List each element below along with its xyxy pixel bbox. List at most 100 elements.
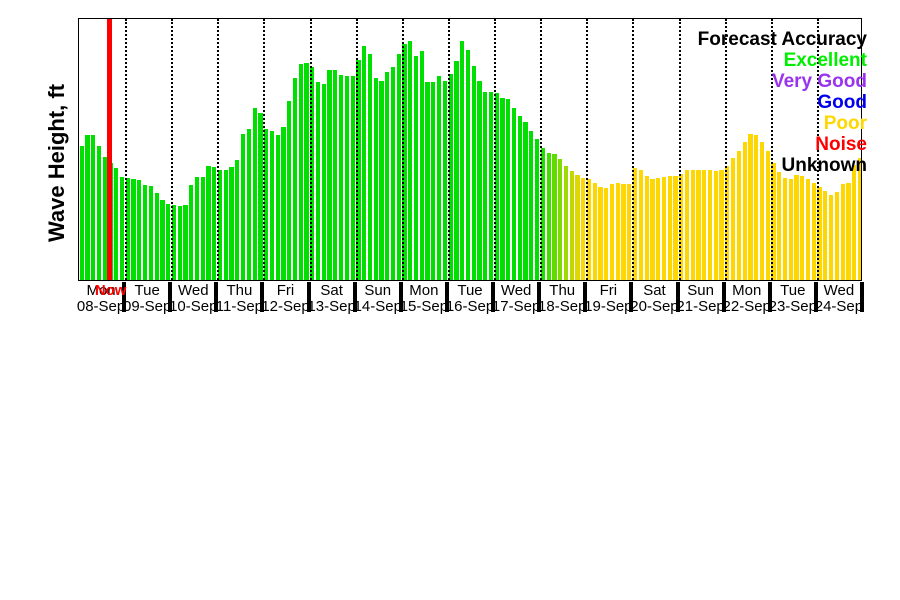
bar [166, 203, 171, 280]
bar [194, 176, 200, 280]
bar [488, 92, 494, 280]
day-gridline [678, 19, 681, 280]
bar [581, 178, 586, 280]
bar [511, 108, 517, 280]
bar [696, 169, 701, 280]
bar [304, 62, 309, 280]
bar [125, 178, 130, 280]
bar [800, 175, 805, 280]
x-tick-mark [214, 282, 219, 312]
legend: Forecast Accuracy Excellent Very Good Go… [698, 30, 867, 177]
legend-title: Forecast Accuracy [697, 29, 867, 50]
bar [777, 172, 782, 280]
bar [292, 78, 298, 280]
bar [379, 80, 384, 280]
x-tick-mark [583, 282, 588, 312]
bar [805, 179, 811, 280]
x-axis-day-label: Fri [276, 282, 295, 299]
legend-item-unknown: Unknown [781, 155, 868, 176]
x-tick-mark [629, 282, 634, 312]
x-tick-mark [168, 282, 173, 312]
x-axis-date-label: 24-Sep [814, 298, 864, 315]
bar [390, 67, 396, 280]
bar [241, 134, 246, 280]
x-tick-mark [767, 282, 772, 312]
bar-series [79, 19, 861, 280]
bar [829, 194, 834, 280]
x-axis-day-label: Thu [549, 282, 576, 299]
bar [811, 182, 816, 280]
bar [788, 179, 793, 280]
bar [327, 69, 332, 280]
x-tick-mark [122, 282, 127, 312]
bar [517, 115, 522, 280]
bar [823, 191, 828, 280]
bar [396, 54, 401, 280]
bar [246, 128, 252, 280]
bar [437, 76, 442, 280]
bar [690, 169, 695, 280]
bar [604, 187, 609, 280]
x-axis-date-label: 09-Sep [122, 298, 172, 315]
x-tick-mark [675, 282, 680, 312]
bar [609, 184, 615, 280]
day-gridline [586, 19, 589, 280]
bar [287, 101, 292, 280]
x-axis-day-label: Wed [500, 282, 532, 299]
bar [356, 59, 361, 280]
x-axis-day-label: Sat [643, 282, 666, 299]
x-axis-day-label: Fri [599, 282, 618, 299]
day-gridline [171, 19, 174, 280]
x-axis-day-label: Sun [687, 282, 714, 299]
bar [661, 176, 667, 280]
now-marker-label: Now [94, 282, 127, 299]
bar [707, 170, 713, 280]
bar [465, 49, 471, 280]
bar [592, 182, 597, 280]
legend-item-excellent: Excellent [783, 50, 867, 71]
bar [483, 91, 488, 280]
x-axis-day-label: Mon [732, 282, 762, 299]
bar [615, 182, 620, 280]
bar [425, 81, 430, 280]
bar [846, 182, 851, 280]
x-axis-day-label: Sat [320, 282, 343, 299]
x-axis-date-label: 16-Sep [445, 298, 495, 315]
bar [321, 83, 326, 280]
bar [731, 158, 736, 280]
x-axis-date-label: 17-Sep [491, 298, 541, 315]
x-axis-day-label: Wed [823, 282, 855, 299]
bar [598, 187, 603, 280]
bar [362, 45, 367, 280]
bar [535, 138, 540, 280]
bar [177, 206, 182, 280]
legend-item-poor: Poor [823, 113, 867, 134]
bar [627, 183, 632, 280]
bar [759, 141, 765, 280]
bar [223, 169, 228, 280]
x-axis-date-label: 11-Sep [215, 298, 264, 315]
bar [748, 134, 753, 280]
bar [500, 98, 505, 280]
x-tick-mark [537, 282, 542, 312]
bar [189, 185, 194, 280]
bar [552, 153, 557, 280]
x-axis-day-label: Mon [409, 282, 439, 299]
x-axis-day-label: Tue [780, 282, 806, 299]
bar [673, 175, 678, 280]
day-gridline [494, 19, 497, 280]
bar [258, 113, 263, 280]
bar [339, 74, 344, 280]
legend-item-very-good: Very Good [771, 71, 867, 92]
bar [679, 173, 684, 280]
bar [200, 176, 205, 280]
bar [442, 80, 448, 280]
bar [621, 183, 626, 280]
bar [765, 150, 770, 280]
day-gridline [125, 19, 128, 280]
day-gridline [263, 19, 266, 280]
bar [217, 169, 223, 280]
bar [667, 175, 672, 280]
bar [419, 51, 424, 280]
bar [540, 147, 546, 280]
